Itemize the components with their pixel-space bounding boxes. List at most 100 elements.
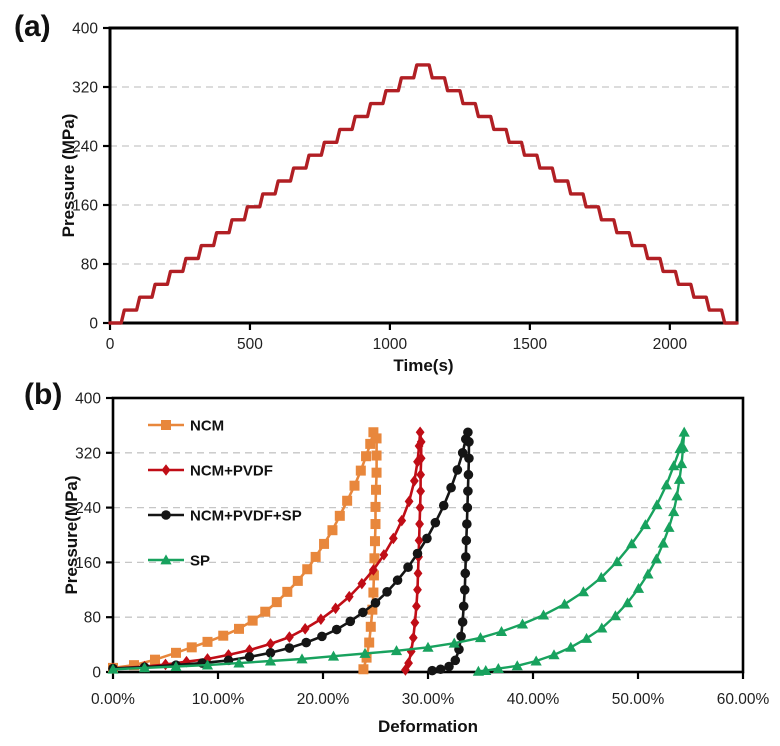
marker-diamond xyxy=(412,600,421,613)
marker-circle xyxy=(456,631,466,642)
marker-square xyxy=(365,621,376,632)
marker-circle xyxy=(463,469,474,480)
marker-square xyxy=(369,536,380,547)
marker-diamond xyxy=(397,514,407,527)
y-tick-label: 320 xyxy=(72,80,98,97)
legend-label: NCM xyxy=(190,418,224,435)
marker-circle xyxy=(458,601,469,612)
series-ncm-pvdf-sp xyxy=(108,427,474,676)
marker-square xyxy=(370,519,381,530)
marker-circle xyxy=(464,453,474,464)
marker-triangle xyxy=(663,521,675,532)
marker-diamond xyxy=(285,631,294,643)
series-sp xyxy=(107,426,690,676)
marker-circle xyxy=(412,548,423,559)
y-tick-label: 160 xyxy=(72,198,98,215)
marker-triangle xyxy=(480,665,492,676)
marker-square xyxy=(186,642,197,653)
panel-label-a: (a) xyxy=(14,10,51,43)
y-tick-label: 160 xyxy=(75,555,101,572)
x-tick-label: 2000 xyxy=(653,336,688,353)
y-tick-label: 240 xyxy=(72,139,98,156)
y-tick-label: 400 xyxy=(72,21,98,38)
marker-triangle xyxy=(170,660,182,671)
marker-square xyxy=(234,623,244,634)
marker-triangle xyxy=(474,632,487,643)
legend: NCM NCM+PVDF NCM+PVDF+SP SP xyxy=(148,418,302,570)
marker-triangle xyxy=(107,663,119,674)
marker-circle xyxy=(446,482,456,493)
marker-diamond xyxy=(413,567,423,580)
marker-triangle xyxy=(660,479,672,490)
marker-square xyxy=(371,467,382,478)
marker-square xyxy=(171,647,181,658)
marker-circle xyxy=(422,533,432,544)
legend-item-ncm-pvdf: NCM+PVDF xyxy=(148,463,273,480)
marker-circle xyxy=(460,568,471,579)
y-axis-title: Pressure(MPa) xyxy=(62,475,81,594)
marker-square xyxy=(364,637,375,648)
y-tick-label: 240 xyxy=(75,500,101,517)
marker-triangle xyxy=(390,645,403,656)
x-axis-title: Deformation xyxy=(378,717,478,736)
marker-triangle xyxy=(327,650,340,661)
marker-diamond xyxy=(409,475,419,487)
marker-triangle xyxy=(492,662,504,673)
marker-triangle xyxy=(668,506,680,517)
series-stepped-pressure-program xyxy=(108,63,739,325)
marker-square xyxy=(371,450,382,461)
panel-label-b: (b) xyxy=(24,378,63,411)
marker-triangle xyxy=(595,571,607,582)
marker-circle xyxy=(452,465,463,475)
x-tick-label: 0.00% xyxy=(91,691,135,708)
marker-circle xyxy=(392,575,403,586)
marker-square xyxy=(365,438,376,449)
marker-square xyxy=(368,587,379,598)
marker-diamond xyxy=(266,638,275,650)
x-tick-label: 1500 xyxy=(513,336,548,353)
marker-square xyxy=(355,465,366,476)
marker-circle xyxy=(301,637,312,648)
marker-circle xyxy=(430,517,441,528)
marker-triangle xyxy=(651,499,663,510)
marker-diamond xyxy=(379,549,389,561)
legend-marker-triangle xyxy=(160,554,172,565)
marker-square xyxy=(327,525,338,536)
legend-item-sp: SP xyxy=(148,553,210,570)
marker-diamond xyxy=(406,645,416,658)
marker-triangle xyxy=(495,625,508,636)
marker-square xyxy=(370,501,381,512)
x-tick-label: 0 xyxy=(106,336,115,353)
marker-diamond xyxy=(369,564,378,576)
marker-triangle xyxy=(422,641,434,652)
marker-diamond xyxy=(414,534,424,547)
marker-diamond xyxy=(416,436,426,448)
x-tick-label: 10.00% xyxy=(192,691,245,708)
marker-triangle xyxy=(201,659,214,670)
marker-triangle xyxy=(558,598,571,609)
legend-marker-diamond xyxy=(161,464,171,476)
marker-square xyxy=(368,570,379,581)
marker-triangle xyxy=(264,655,277,666)
marker-circle xyxy=(457,617,468,627)
y-tick-label: 80 xyxy=(81,257,99,274)
marker-triangle xyxy=(642,568,654,579)
marker-square xyxy=(310,551,321,562)
marker-triangle xyxy=(596,622,608,633)
marker-square xyxy=(368,427,379,438)
marker-triangle xyxy=(537,609,550,620)
legend-item-ncm-pvdf-sp: NCM+PVDF+SP xyxy=(148,508,302,525)
marker-triangle xyxy=(678,426,690,437)
marker-circle xyxy=(358,607,368,618)
legend-item-ncm: NCM xyxy=(148,418,224,435)
marker-diamond xyxy=(416,452,426,465)
marker-circle xyxy=(345,616,356,627)
gridlines xyxy=(113,452,743,618)
marker-circle xyxy=(450,655,461,666)
marker-triangle xyxy=(577,586,589,597)
y-axis-title: Pressure (MPa) xyxy=(59,114,78,238)
marker-circle xyxy=(265,648,276,658)
marker-diamond xyxy=(401,664,410,676)
